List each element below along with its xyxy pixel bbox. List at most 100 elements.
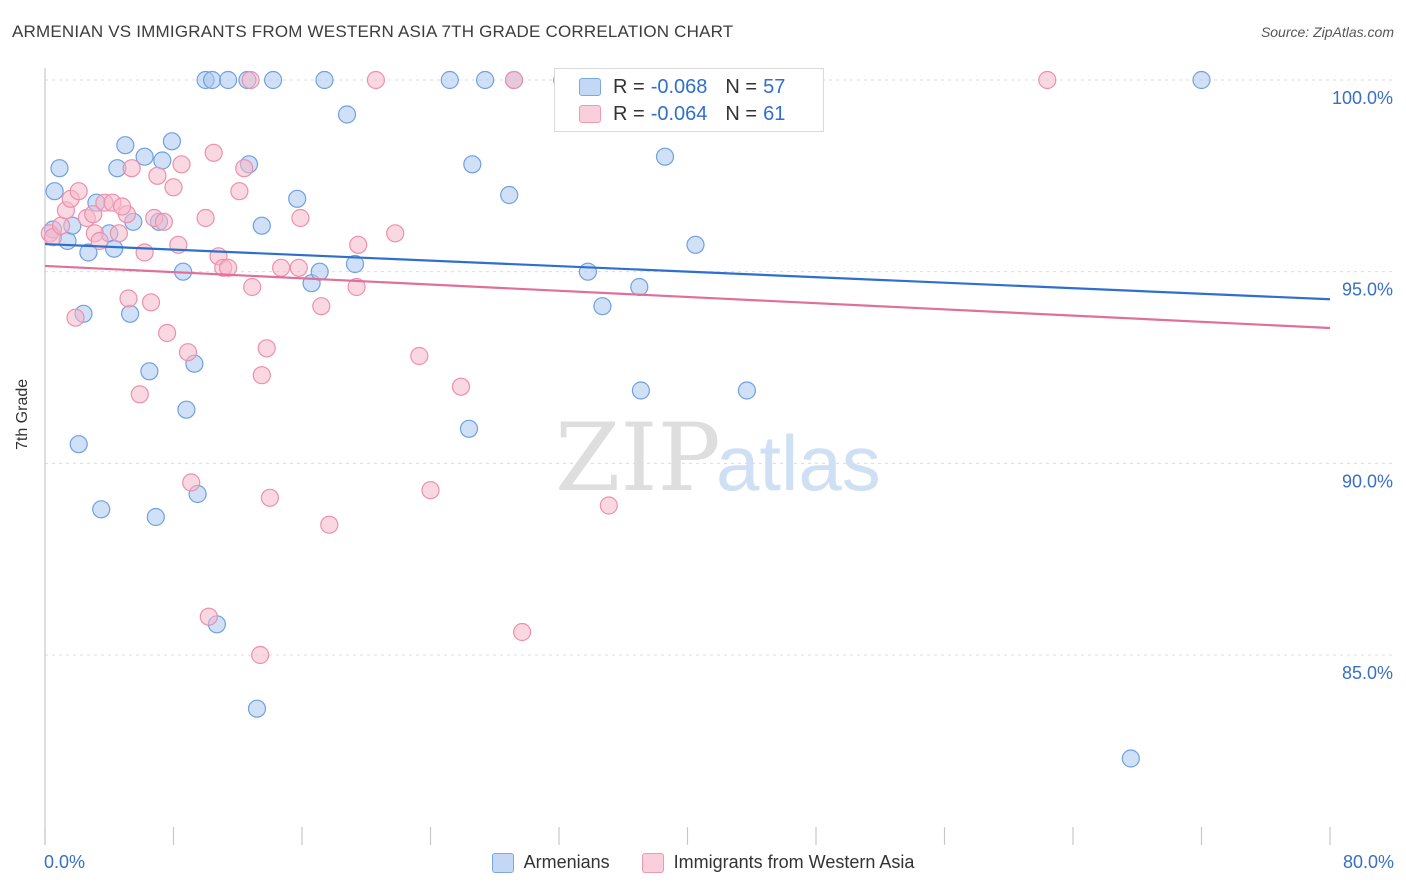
y-axis-label: 7th Grade — [14, 378, 31, 450]
point-western-asia — [141, 293, 161, 312]
point-armenians — [345, 254, 365, 274]
x-tick-min: 0.0% — [44, 852, 86, 872]
y-tick-labels: 100.0% 95.0% 90.0% 85.0% — [1332, 88, 1393, 683]
point-western-asia — [154, 212, 173, 231]
stats-legend: R = -0.068 N = 57 R = -0.064 N = 61 — [554, 68, 824, 132]
point-western-asia — [84, 205, 103, 224]
legend-r-label: R = — [613, 102, 645, 125]
point-western-asia — [219, 258, 238, 277]
point-western-asia — [386, 224, 405, 243]
legend-n-value: 61 — [763, 102, 786, 125]
point-western-asia — [69, 182, 88, 201]
point-western-asia — [172, 155, 191, 174]
point-western-asia — [66, 308, 85, 327]
point-armenians — [315, 70, 334, 90]
point-western-asia — [112, 197, 132, 216]
point-armenians — [737, 381, 757, 400]
series-label-armenians: Armenians — [523, 852, 610, 872]
point-western-asia — [243, 277, 262, 297]
point-armenians — [252, 216, 271, 235]
point-western-asia — [349, 235, 368, 254]
point-armenians — [463, 155, 482, 174]
point-armenians — [79, 243, 98, 262]
point-armenians — [631, 381, 651, 400]
point-western-asia — [289, 258, 308, 277]
point-western-asia — [599, 496, 618, 515]
point-armenians — [686, 235, 705, 254]
point-armenians — [1121, 749, 1140, 768]
point-armenians — [288, 189, 307, 208]
legend-r-value: -0.068 — [650, 75, 708, 98]
point-western-asia — [235, 159, 254, 178]
point-western-asia — [347, 277, 366, 297]
point-western-asia — [272, 258, 291, 277]
point-armenians — [337, 105, 357, 124]
y-tick-label: 100.0% — [1332, 88, 1393, 108]
series-swatch-western-asia — [641, 852, 664, 873]
point-western-asia — [204, 143, 223, 162]
data-points — [40, 70, 1211, 768]
point-armenians — [146, 507, 165, 527]
x-tick-max: 80.0% — [1342, 852, 1394, 872]
series-swatch-armenians — [491, 852, 514, 873]
y-tick-label: 85.0% — [1342, 663, 1393, 683]
point-western-asia — [130, 385, 149, 404]
point-armenians — [440, 70, 459, 90]
point-armenians — [310, 262, 329, 281]
point-armenians — [177, 400, 196, 419]
point-armenians — [92, 500, 111, 519]
point-western-asia — [135, 243, 154, 262]
point-armenians — [593, 297, 612, 316]
point-armenians — [162, 132, 181, 151]
point-western-asia — [291, 208, 310, 228]
point-western-asia — [421, 481, 440, 500]
watermark: ZIP atlas — [555, 404, 881, 513]
chart-source: Source: ZipAtlas.com — [1260, 24, 1394, 40]
point-western-asia — [230, 182, 249, 201]
point-western-asia — [51, 216, 71, 235]
point-western-asia — [251, 645, 270, 665]
point-western-asia — [252, 366, 271, 385]
point-western-asia — [241, 70, 260, 90]
point-western-asia — [182, 473, 201, 492]
point-western-asia — [512, 622, 532, 642]
point-armenians — [247, 699, 267, 718]
legend-row-western-asia: R = -0.064 N = 61 — [579, 102, 785, 126]
point-armenians — [476, 70, 495, 90]
point-armenians — [153, 151, 172, 170]
point-armenians — [630, 277, 649, 297]
point-western-asia — [158, 323, 177, 343]
point-western-asia — [1038, 70, 1057, 90]
legend-swatch-armenians — [579, 78, 601, 96]
point-armenians — [50, 159, 69, 178]
point-western-asia — [196, 208, 215, 228]
legend-swatch-western-asia — [579, 105, 601, 123]
point-armenians — [116, 136, 135, 155]
legend-row-armenians: R = -0.068 N = 57 — [579, 75, 785, 99]
series-legend-western-asia[interactable]: Immigrants from Western Asia — [641, 852, 915, 873]
legend-r-value: -0.064 — [650, 102, 708, 125]
series-legend-armenians[interactable]: Armenians — [491, 852, 610, 873]
point-western-asia — [178, 343, 198, 362]
point-western-asia — [164, 178, 183, 197]
chart-title: ARMENIAN VS IMMIGRANTS FROM WESTERN ASIA… — [12, 22, 734, 41]
trend-line-armenians — [44, 242, 1331, 301]
series-label-western-asia: Immigrants from Western Asia — [673, 852, 915, 872]
legend-r-label: R = — [613, 75, 645, 98]
point-western-asia — [109, 224, 129, 243]
watermark-atlas: atlas — [716, 419, 881, 507]
point-armenians — [69, 435, 88, 454]
point-western-asia — [119, 289, 138, 308]
y-tick-label: 95.0% — [1342, 280, 1393, 300]
point-armenians — [655, 147, 675, 166]
legend-n-value: 57 — [763, 75, 786, 98]
point-western-asia — [260, 488, 279, 507]
legend-n-label: N = — [725, 102, 758, 125]
point-armenians — [578, 262, 598, 281]
point-armenians — [135, 147, 154, 166]
trend-lines — [44, 242, 1331, 330]
trend-line-western-asia — [44, 264, 1331, 330]
point-western-asia — [148, 166, 167, 185]
point-armenians — [1192, 70, 1211, 90]
